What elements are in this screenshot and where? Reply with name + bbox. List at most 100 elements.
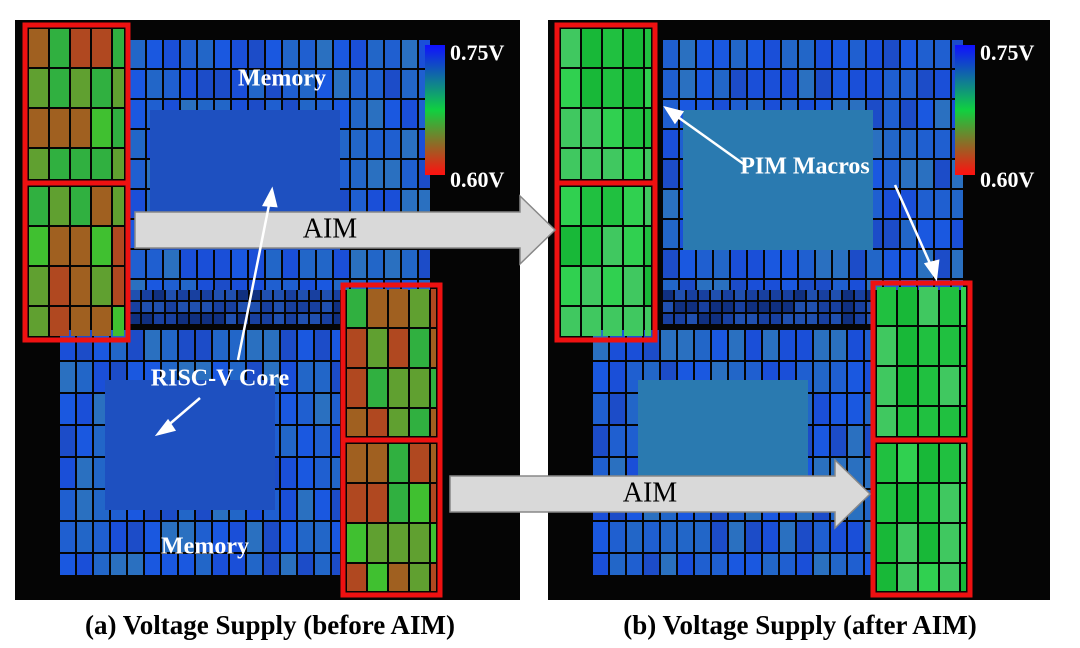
block [961, 444, 966, 482]
block [663, 220, 678, 248]
block [389, 409, 408, 436]
block [164, 280, 179, 290]
colorbar-max: 0.75V [450, 40, 505, 65]
block [300, 40, 315, 68]
block [593, 522, 608, 552]
block [759, 314, 769, 324]
block [410, 409, 429, 436]
block [60, 458, 75, 488]
block [561, 307, 580, 336]
block [645, 267, 651, 305]
block [746, 554, 761, 575]
block [60, 394, 75, 424]
colorbar-max: 0.75V [980, 40, 1035, 65]
block [850, 280, 865, 290]
block [867, 302, 873, 312]
block [582, 267, 601, 305]
block [748, 250, 763, 278]
block [867, 40, 882, 68]
block [266, 70, 281, 98]
block [179, 330, 194, 360]
block [142, 302, 152, 312]
block [747, 290, 757, 300]
block [298, 426, 313, 456]
block [695, 554, 710, 575]
block [898, 367, 917, 405]
block [385, 160, 400, 188]
block [410, 484, 429, 522]
block [410, 524, 429, 562]
block [561, 109, 580, 147]
block [901, 190, 916, 218]
block [198, 280, 213, 290]
block [419, 190, 430, 218]
block [92, 69, 111, 107]
block [848, 362, 863, 392]
block [663, 302, 673, 312]
block [264, 330, 279, 360]
block [782, 250, 797, 278]
block [782, 70, 797, 98]
block [71, 149, 90, 179]
block [935, 40, 950, 68]
block [561, 29, 580, 67]
block [29, 227, 48, 265]
block [113, 149, 124, 179]
block [130, 190, 145, 218]
block [799, 280, 814, 290]
block [795, 314, 805, 324]
block [385, 70, 400, 98]
block [867, 314, 873, 324]
block [952, 250, 963, 278]
block [162, 554, 177, 575]
block [699, 290, 709, 300]
block [782, 40, 797, 68]
block [747, 302, 757, 312]
block [582, 187, 601, 225]
block [71, 307, 90, 336]
block [130, 302, 140, 312]
block [661, 330, 676, 360]
block [683, 110, 873, 250]
block [315, 458, 330, 488]
block [198, 250, 213, 278]
block [181, 40, 196, 68]
block [178, 314, 188, 324]
block [419, 40, 430, 68]
block [315, 426, 330, 456]
block [884, 160, 899, 188]
block [410, 289, 429, 327]
block [735, 302, 745, 312]
block [190, 314, 200, 324]
block [843, 314, 853, 324]
block [624, 227, 643, 265]
block [731, 70, 746, 98]
block [765, 40, 780, 68]
block [763, 522, 778, 552]
block [178, 302, 188, 312]
block [807, 302, 817, 312]
block [419, 130, 430, 158]
block [113, 69, 124, 107]
block [77, 458, 92, 488]
block [213, 554, 228, 575]
block [215, 280, 230, 290]
block [680, 40, 695, 68]
block [332, 458, 340, 488]
block [317, 70, 332, 98]
block [419, 70, 430, 98]
block [113, 227, 124, 265]
block [712, 522, 727, 552]
block [603, 187, 622, 225]
block [627, 522, 642, 552]
block [919, 444, 938, 482]
block [729, 554, 744, 575]
block [593, 426, 608, 456]
block [389, 444, 408, 482]
block [164, 40, 179, 68]
block [332, 522, 340, 552]
block [831, 362, 846, 392]
block [833, 280, 848, 290]
block [746, 522, 761, 552]
block [130, 40, 145, 68]
